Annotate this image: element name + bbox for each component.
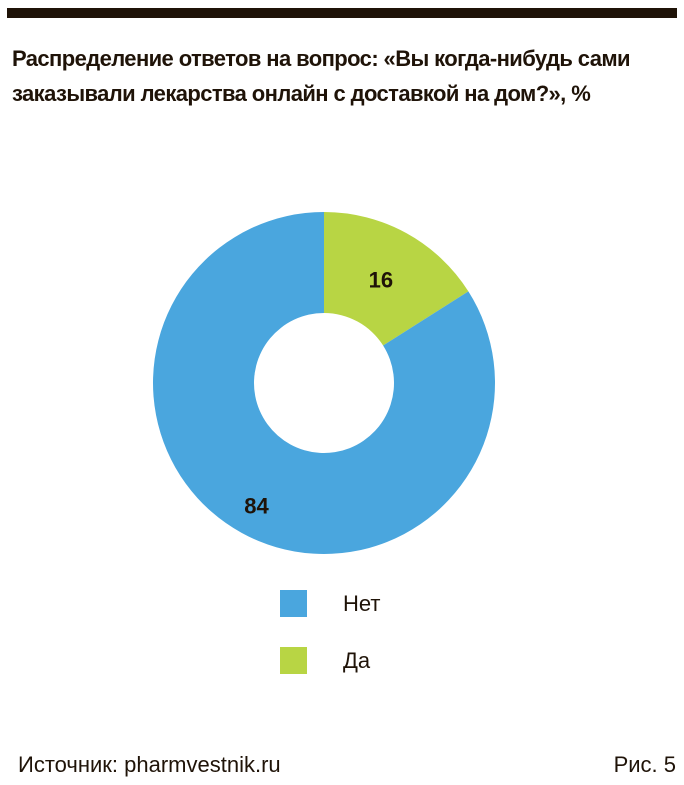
donut-slice-da [324, 212, 469, 346]
chart-title: Распределение ответов на вопрос: «Вы ког… [12, 46, 631, 106]
data-label: 84 [244, 494, 269, 519]
legend-label: Да [343, 648, 371, 673]
legend-label: Нет [343, 591, 381, 616]
donut-slice-net [152, 212, 495, 554]
figure-number: Рис. 5 [613, 752, 676, 777]
data-label: 16 [369, 268, 393, 293]
legend-swatch [280, 647, 307, 674]
legend-swatch [280, 590, 307, 617]
source-note: Источник: pharmvestnik.ru [18, 752, 281, 777]
top-rule [7, 8, 677, 18]
